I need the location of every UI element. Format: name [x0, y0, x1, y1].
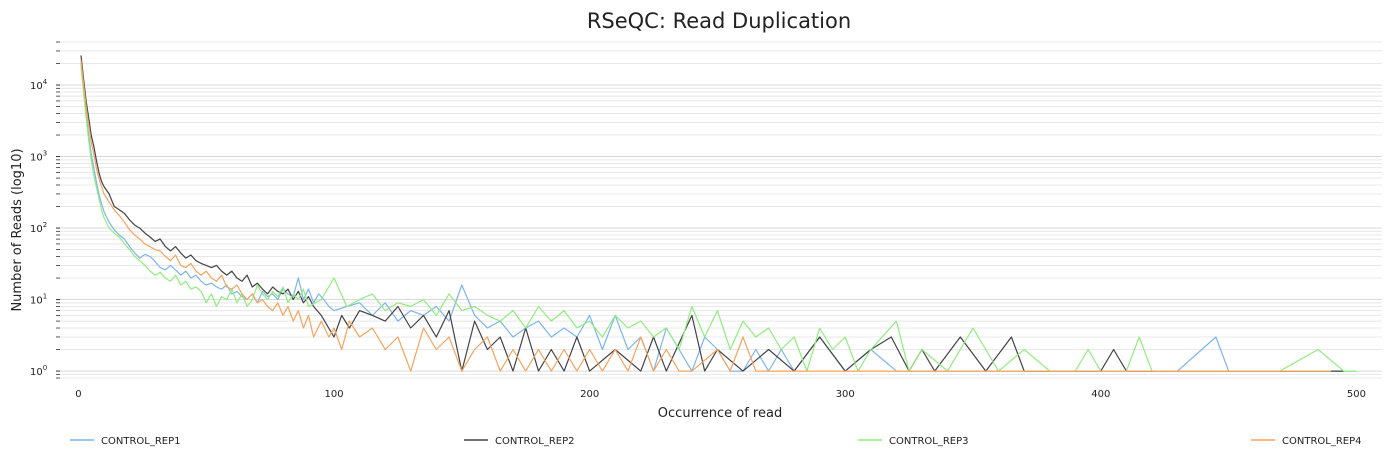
- series-line-control-rep1: [80, 63, 1357, 372]
- grid-lines: [58, 41, 1382, 379]
- x-tick-label: 200: [580, 389, 599, 400]
- chart-title: RSeQC: Read Duplication: [587, 9, 851, 33]
- y-tick-label: 104: [30, 78, 48, 92]
- x-tick-label: 0: [75, 389, 81, 400]
- x-axis-label: Occurrence of read: [658, 406, 782, 421]
- legend-label: CONTROL_REP4: [1282, 436, 1362, 447]
- y-tick-label: 102: [30, 221, 47, 235]
- legend-label: CONTROL_REP1: [101, 436, 181, 447]
- series-line-control-rep3: [80, 66, 1357, 372]
- x-tick-label: 300: [836, 389, 855, 400]
- x-axis: 0 100 200 300 400 500: [75, 389, 1366, 400]
- series-line-control-rep4: [80, 60, 1331, 372]
- y-axis-label: Number of Reads (log10): [10, 148, 25, 311]
- legend-label: CONTROL_REP2: [495, 436, 575, 447]
- series-line-control-rep2: [80, 55, 1344, 372]
- y-axis: 100 101 102 103 104: [30, 41, 60, 379]
- x-tick-label: 500: [1347, 389, 1366, 400]
- x-tick-label: 100: [324, 389, 343, 400]
- x-tick-label: 400: [1091, 389, 1110, 400]
- y-tick-label: 100: [30, 364, 47, 378]
- series-lines: [80, 55, 1357, 372]
- y-tick-label: 103: [30, 150, 47, 164]
- legend: CONTROL_REP1 CONTROL_REP2 CONTROL_REP3 CONT…: [70, 436, 1362, 447]
- legend-label: CONTROL_REP3: [889, 436, 969, 447]
- y-tick-label: 101: [30, 293, 47, 307]
